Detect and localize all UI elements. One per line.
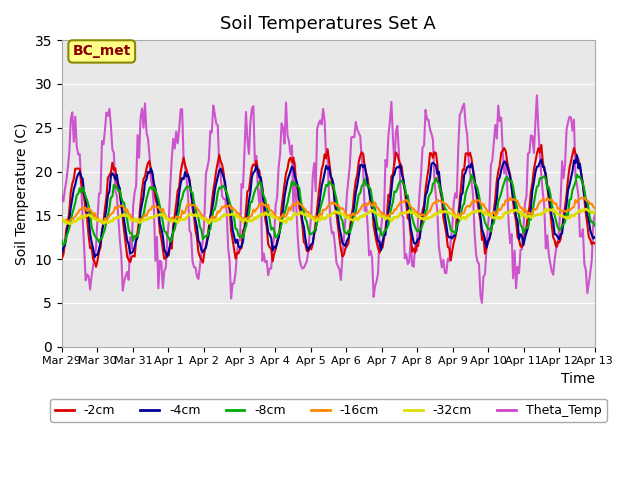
X-axis label: Time: Time (561, 372, 595, 386)
Y-axis label: Soil Temperature (C): Soil Temperature (C) (15, 122, 29, 264)
Text: BC_met: BC_met (72, 45, 131, 59)
Legend: -2cm, -4cm, -8cm, -16cm, -32cm, Theta_Temp: -2cm, -4cm, -8cm, -16cm, -32cm, Theta_Te… (50, 399, 607, 422)
Title: Soil Temperatures Set A: Soil Temperatures Set A (220, 15, 436, 33)
